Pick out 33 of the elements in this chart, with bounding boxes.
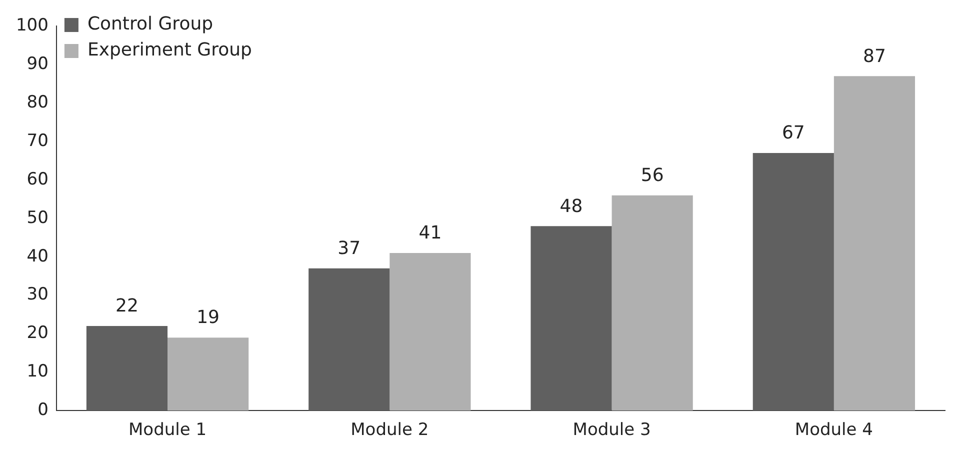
x-tick-label: Module 3 <box>572 420 651 440</box>
data-label: 48 <box>560 196 583 217</box>
bar <box>612 195 693 411</box>
bar <box>390 252 471 411</box>
data-label: 87 <box>863 46 886 67</box>
x-tick-label: Module 1 <box>128 420 207 440</box>
data-label: 22 <box>116 296 138 317</box>
legend-label: Experiment Group <box>87 40 252 61</box>
y-tick-label: 0 <box>38 400 48 420</box>
bar <box>834 76 916 411</box>
y-tick-label: 50 <box>26 208 48 228</box>
y-tick-label: 10 <box>26 362 48 382</box>
y-tick-label: 90 <box>26 54 48 74</box>
bar <box>308 268 390 411</box>
y-tick-label: 80 <box>26 92 48 112</box>
y-tick-label: 70 <box>26 130 48 151</box>
y-tick-label: 40 <box>26 246 48 266</box>
data-label: 67 <box>782 122 805 144</box>
bar <box>752 153 834 411</box>
data-label: 19 <box>196 307 220 328</box>
x-tick-label: Module 4 <box>794 420 873 440</box>
y-tick-label: 20 <box>26 323 48 344</box>
y-tick-label: 30 <box>26 284 48 305</box>
data-label: 37 <box>338 238 361 260</box>
legend-label: Control Group <box>87 14 214 35</box>
y-tick-label: 100 <box>16 16 48 36</box>
x-tick-label: Module 2 <box>350 420 429 440</box>
bar <box>530 226 612 411</box>
bar <box>168 338 249 411</box>
data-label: 41 <box>418 222 442 244</box>
y-tick-label: 60 <box>26 169 48 190</box>
bar <box>86 326 168 411</box>
data-label: 56 <box>640 165 664 186</box>
